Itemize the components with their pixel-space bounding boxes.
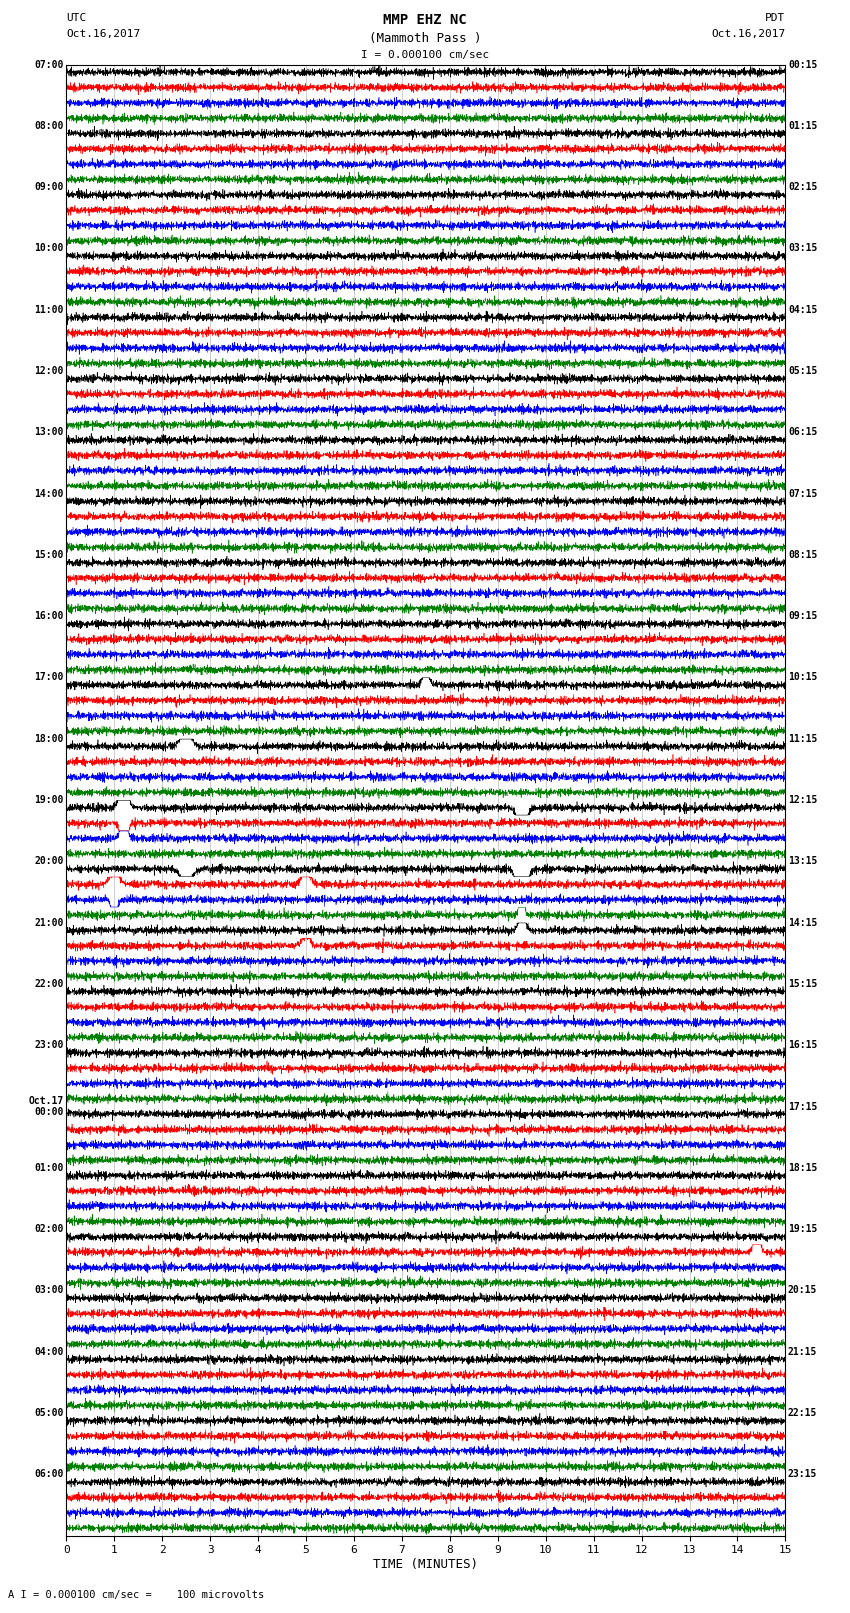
Text: 11:00: 11:00 xyxy=(34,305,64,315)
Text: 10:15: 10:15 xyxy=(788,673,818,682)
Text: 08:15: 08:15 xyxy=(788,550,818,560)
Text: 14:15: 14:15 xyxy=(788,918,818,927)
Text: 21:15: 21:15 xyxy=(788,1347,818,1357)
Text: 09:00: 09:00 xyxy=(34,182,64,192)
Text: 02:15: 02:15 xyxy=(788,182,818,192)
Text: 19:15: 19:15 xyxy=(788,1224,818,1234)
Text: 22:00: 22:00 xyxy=(34,979,64,989)
Text: 23:00: 23:00 xyxy=(34,1040,64,1050)
Text: 18:15: 18:15 xyxy=(788,1163,818,1173)
Text: 17:00: 17:00 xyxy=(34,673,64,682)
Text: 00:15: 00:15 xyxy=(788,60,818,69)
Text: 15:15: 15:15 xyxy=(788,979,818,989)
Text: Oct.17
00:00: Oct.17 00:00 xyxy=(29,1095,64,1118)
Text: 23:15: 23:15 xyxy=(788,1469,818,1479)
Text: 21:00: 21:00 xyxy=(34,918,64,927)
Text: 11:15: 11:15 xyxy=(788,734,818,744)
Text: 01:15: 01:15 xyxy=(788,121,818,131)
Text: 12:15: 12:15 xyxy=(788,795,818,805)
Text: 14:00: 14:00 xyxy=(34,489,64,498)
Text: 12:00: 12:00 xyxy=(34,366,64,376)
Text: 20:15: 20:15 xyxy=(788,1286,818,1295)
Text: 13:15: 13:15 xyxy=(788,857,818,866)
Text: 16:15: 16:15 xyxy=(788,1040,818,1050)
Text: 09:15: 09:15 xyxy=(788,611,818,621)
Text: 06:00: 06:00 xyxy=(34,1469,64,1479)
Text: 05:15: 05:15 xyxy=(788,366,818,376)
Text: 01:00: 01:00 xyxy=(34,1163,64,1173)
Text: Oct.16,2017: Oct.16,2017 xyxy=(66,29,140,39)
Text: 03:00: 03:00 xyxy=(34,1286,64,1295)
Text: Oct.16,2017: Oct.16,2017 xyxy=(711,29,785,39)
Text: 02:00: 02:00 xyxy=(34,1224,64,1234)
Text: 07:15: 07:15 xyxy=(788,489,818,498)
Text: 07:00: 07:00 xyxy=(34,60,64,69)
Text: 15:00: 15:00 xyxy=(34,550,64,560)
Text: 18:00: 18:00 xyxy=(34,734,64,744)
Text: I = 0.000100 cm/sec: I = 0.000100 cm/sec xyxy=(361,50,489,60)
Text: UTC: UTC xyxy=(66,13,87,23)
Text: MMP EHZ NC: MMP EHZ NC xyxy=(383,13,467,27)
Text: 17:15: 17:15 xyxy=(788,1102,818,1111)
X-axis label: TIME (MINUTES): TIME (MINUTES) xyxy=(373,1558,479,1571)
Text: 19:00: 19:00 xyxy=(34,795,64,805)
Text: 22:15: 22:15 xyxy=(788,1408,818,1418)
Text: 13:00: 13:00 xyxy=(34,427,64,437)
Text: 06:15: 06:15 xyxy=(788,427,818,437)
Text: 03:15: 03:15 xyxy=(788,244,818,253)
Text: A I = 0.000100 cm/sec =    100 microvolts: A I = 0.000100 cm/sec = 100 microvolts xyxy=(8,1590,264,1600)
Text: (Mammoth Pass ): (Mammoth Pass ) xyxy=(369,32,481,45)
Text: 04:15: 04:15 xyxy=(788,305,818,315)
Text: 10:00: 10:00 xyxy=(34,244,64,253)
Text: 04:00: 04:00 xyxy=(34,1347,64,1357)
Text: 08:00: 08:00 xyxy=(34,121,64,131)
Text: PDT: PDT xyxy=(765,13,785,23)
Text: 20:00: 20:00 xyxy=(34,857,64,866)
Text: 16:00: 16:00 xyxy=(34,611,64,621)
Text: 05:00: 05:00 xyxy=(34,1408,64,1418)
